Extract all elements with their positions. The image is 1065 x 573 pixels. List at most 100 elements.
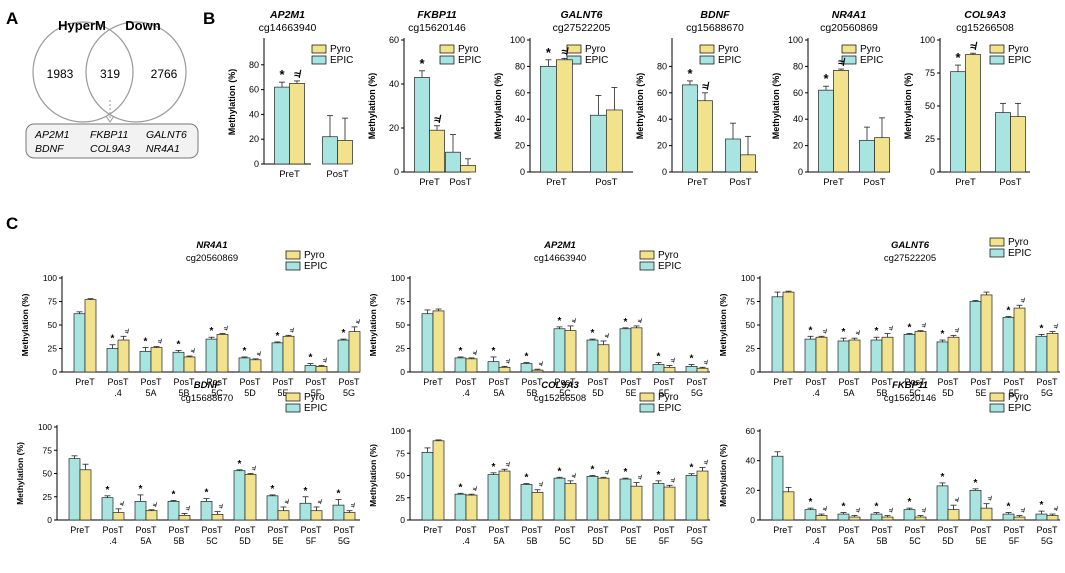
bar-epic [337, 339, 350, 373]
bar-epic [487, 361, 500, 373]
bar-pyro [914, 516, 927, 521]
y-tick-label: 100 [391, 426, 405, 436]
significance-star: * [657, 352, 661, 363]
y-tick-label: 40 [249, 109, 259, 119]
significance-star: * [337, 489, 341, 500]
bar-epic [414, 77, 430, 173]
x-tick-label: PosT [587, 377, 609, 387]
legend-label-pyro: Pyro [658, 392, 679, 403]
significance-neq: ≉ [970, 41, 978, 53]
chart-subtitle: cg14663940 [259, 22, 317, 34]
chart-title: COL9A3 [964, 9, 1006, 21]
legend-swatch-epic [841, 55, 857, 65]
y-tick-label: 60 [657, 88, 667, 98]
y-tick-label: 75 [746, 297, 756, 307]
bar-epic [454, 493, 467, 521]
bar-epic [771, 455, 784, 521]
y-tick-label: 0 [254, 159, 259, 169]
bar-pyro [815, 336, 828, 373]
legend-label-pyro: Pyro [1008, 44, 1029, 55]
significance-star: * [1007, 306, 1011, 317]
significance-star: * [144, 337, 148, 348]
significance-star: * [690, 353, 694, 364]
significance-neq: ≉ [257, 352, 261, 358]
bar-pyro [606, 109, 623, 173]
y-tick-label: 75 [43, 445, 53, 455]
x-tick-label: 5D [942, 388, 954, 398]
x-tick-label: PreT [687, 177, 708, 188]
legend-swatch-epic [285, 403, 301, 413]
gene-name: COL9A3 [90, 143, 130, 155]
chart-title: AP2M1 [543, 240, 576, 251]
legend-label-pyro: Pyro [304, 392, 325, 403]
panel-label-c: C [6, 214, 18, 233]
y-tick-label: 40 [515, 114, 525, 124]
y-tick-label: 75 [48, 297, 58, 307]
bar-epic [271, 342, 284, 373]
x-tick-label: PosT [300, 525, 322, 535]
x-tick-label: PosT [653, 525, 675, 535]
x-tick-label: PosT [449, 177, 471, 188]
bar-epic [936, 485, 949, 521]
x-tick-label: 5D [942, 536, 954, 546]
y-tick-label: 60 [746, 426, 756, 436]
significance-neq: ≉ [605, 334, 609, 340]
bar-pyro [343, 512, 356, 521]
bar-pyro [696, 470, 709, 521]
bar-pyro [1010, 116, 1026, 173]
x-tick-label: PosT [455, 525, 477, 535]
bar-epic [101, 497, 114, 521]
significance-neq: ≉ [561, 46, 569, 58]
y-tick-label: 80 [249, 60, 259, 70]
significance-star: * [459, 482, 463, 493]
bar-pyro [150, 347, 163, 373]
gene-name: FKBP11 [90, 129, 128, 141]
significance-neq: ≉ [922, 324, 926, 330]
bar-epic [590, 114, 607, 173]
x-tick-label: 5F [306, 536, 317, 546]
bar-pyro [947, 336, 960, 373]
x-tick-label: 5E [625, 536, 636, 546]
significance-star: * [1040, 500, 1044, 511]
x-tick-label: PosT [1003, 525, 1025, 535]
y-axis-label: Methylation (%) [493, 73, 503, 140]
significance-neq: ≉ [323, 358, 327, 364]
significance-star: * [546, 45, 552, 60]
panel-label-b: B [203, 9, 215, 28]
y-tick-label: 25 [396, 344, 406, 354]
bar-pyro [465, 494, 478, 521]
bar-pyro [282, 335, 295, 373]
bar-pyro [696, 367, 709, 373]
chart-title: FKBP11 [892, 380, 928, 391]
y-tick-label: 0 [400, 367, 405, 377]
chart-title: GALNT6 [891, 240, 930, 251]
bar-pyro [848, 516, 861, 521]
y-tick-label: 20 [515, 141, 525, 151]
bar-pyro [249, 359, 262, 373]
significance-neq: ≉ [704, 360, 708, 366]
y-tick-label: 0 [520, 167, 525, 177]
bar-epic [421, 313, 434, 373]
x-tick-label: 5B [876, 388, 887, 398]
y-tick-label: 50 [396, 320, 406, 330]
x-tick-label: 5A [843, 536, 854, 546]
significance-neq: ≉ [1054, 507, 1058, 513]
bar-pyro [1046, 515, 1059, 521]
bar-pyro [183, 356, 196, 373]
x-tick-label: PosT [488, 525, 510, 535]
y-tick-label: 100 [38, 422, 52, 432]
legend-label-pyro: Pyro [860, 44, 881, 55]
significance-neq: ≉ [224, 326, 228, 332]
x-tick-label: .4 [462, 536, 470, 546]
y-tick-label: 75 [396, 448, 406, 458]
legend-label-pyro: Pyro [304, 250, 325, 261]
x-tick-label: 5G [1041, 536, 1053, 546]
x-tick-label: PosT [521, 377, 543, 387]
bar-pyro [980, 294, 993, 373]
x-tick-label: PreT [75, 377, 95, 387]
significance-star: * [690, 463, 694, 474]
x-tick-label: PosT [201, 525, 223, 535]
y-tick-label: 40 [746, 456, 756, 466]
significance-neq: ≉ [572, 474, 576, 480]
x-tick-label: 5F [1009, 536, 1020, 546]
